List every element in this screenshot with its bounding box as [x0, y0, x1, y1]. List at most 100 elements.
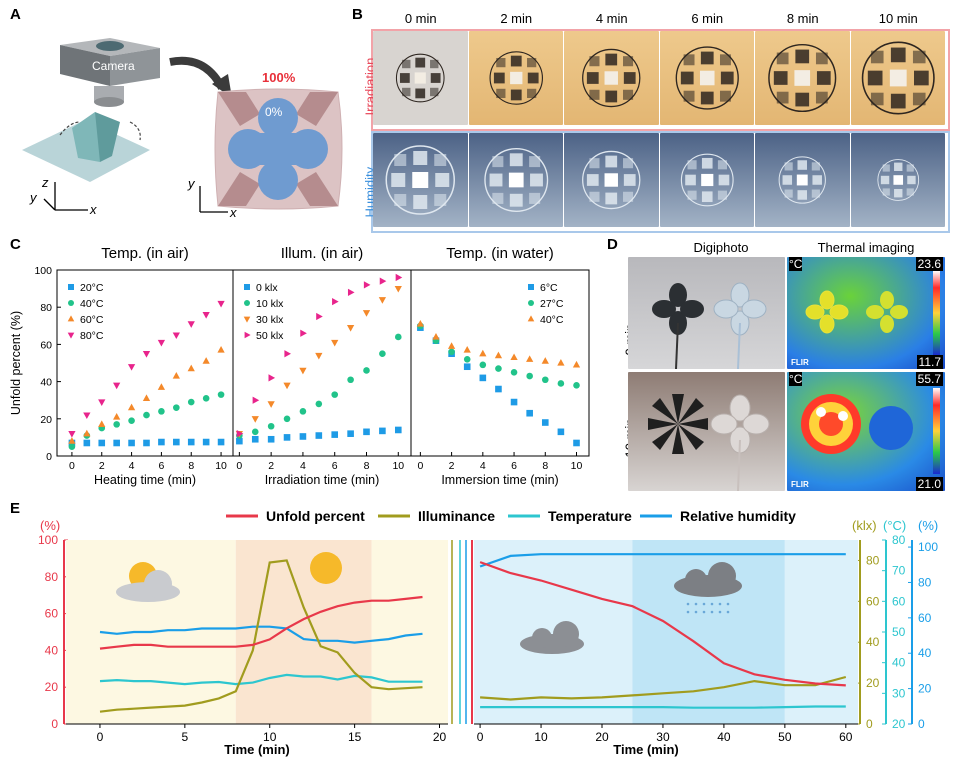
- time-header: 8 min: [786, 11, 819, 26]
- scatter-chart: Temp. (in water) 0 2 4 6 8 10 Immersion time (m…: [410, 245, 590, 487]
- data-point: [251, 435, 259, 443]
- series: [235, 285, 402, 438]
- rain-drop: [718, 610, 722, 614]
- x-axis-label: Time (min): [613, 742, 679, 757]
- humidity-photo: [755, 133, 850, 227]
- data-point: [332, 297, 339, 306]
- humidity-photo: [659, 133, 754, 227]
- data-point: [526, 409, 533, 417]
- time-header: 6 min: [691, 11, 724, 26]
- y-tick-label: 0: [46, 451, 52, 463]
- flir-logo-0: FLIR: [791, 358, 809, 367]
- data-point: [142, 351, 151, 358]
- rain-drop: [710, 610, 714, 614]
- x-tick-label: 0: [97, 730, 104, 744]
- y-tick-label: 80: [918, 575, 932, 589]
- data-point: [510, 353, 518, 361]
- data-point: [495, 365, 502, 372]
- legend-entry: Unfold percent: [266, 508, 365, 524]
- data-point: [573, 382, 580, 389]
- data-point: [347, 430, 354, 437]
- x-tick-label: 50: [778, 730, 792, 744]
- data-point: [98, 439, 106, 447]
- illuminance-line: [99, 559, 423, 713]
- data-point: [363, 367, 370, 374]
- data-point: [528, 284, 534, 290]
- legend-entry: 50 klx: [256, 330, 284, 342]
- heavy-rain-cloud-icon: [674, 562, 742, 597]
- legend-entry: 80°C: [80, 330, 104, 342]
- x-axis-label: Immersion time (min): [441, 473, 558, 487]
- y-tick-label: 40: [45, 643, 59, 657]
- rain-drop: [702, 610, 706, 614]
- data-point: [526, 372, 533, 380]
- data-point: [363, 428, 370, 436]
- data-point: [143, 411, 150, 419]
- thermal-header: Thermal imaging: [817, 240, 915, 255]
- y-tick-label: 30: [892, 686, 906, 700]
- x-tick-label: 10: [534, 730, 548, 744]
- camera-icon: [60, 38, 160, 107]
- x-tick-label: 20: [595, 730, 609, 744]
- x-axis-label: Irradiation time (min): [265, 473, 380, 487]
- sun-cloud-icon: [116, 562, 180, 602]
- data-point: [347, 376, 354, 384]
- data-point: [202, 438, 210, 446]
- data-point: [299, 433, 307, 440]
- rain-drop: [702, 602, 706, 606]
- data-point: [267, 422, 275, 430]
- data-point: [142, 394, 151, 401]
- y-tick-label: 40: [918, 646, 932, 660]
- thermal-0min: °C 23.6 11.7 FLIR: [787, 257, 945, 369]
- y-tick-label: 60: [45, 607, 59, 621]
- line-chart-panel: 0 5 10 15 20 Time (min): [66, 540, 448, 757]
- scatter-chart: Illum. (in air) 0 2 4 6 8 10 Irradiation time (…: [232, 245, 412, 487]
- rain-drop: [718, 602, 722, 606]
- illuminance-line: [480, 675, 847, 701]
- legend-entry: 20°C: [80, 282, 104, 294]
- thermal-10min: °C 55.7 21.0 FLIR: [787, 372, 945, 491]
- x-tick-label: 5: [182, 730, 189, 744]
- data-point: [557, 428, 565, 436]
- panel-c-charts: Temp. (in air)0 2 4 6 8 10020406080100Heating…: [9, 245, 590, 487]
- data-point: [187, 398, 195, 406]
- legend-entry: Temperature: [548, 508, 632, 524]
- x-tick-label: 15: [348, 730, 362, 744]
- x-tick-label: 10: [392, 460, 404, 472]
- data-point: [68, 437, 76, 444]
- digiphoto-10min: [628, 372, 785, 491]
- scatter-chart: Temp. (in air)0 2 4 6 8 10020406080100Heating…: [9, 245, 234, 487]
- x-tick-label: 8: [188, 460, 194, 472]
- chart-title: Illum. (in air): [281, 245, 364, 262]
- y-tick-label: 20: [40, 414, 52, 426]
- x-tick-label: 10: [215, 460, 227, 472]
- temperature-line: [99, 673, 423, 686]
- x-tick-label: 2: [268, 460, 274, 472]
- data-point: [158, 438, 165, 446]
- data-point: [187, 364, 195, 372]
- data-point: [378, 297, 387, 304]
- data-point: [331, 431, 339, 438]
- x-tick-label: 10: [571, 460, 583, 472]
- humidity-row-frame: [371, 131, 950, 233]
- x-tick-label: 0: [69, 460, 75, 472]
- data-point: [541, 357, 549, 364]
- x-tick-label: 6: [332, 460, 338, 472]
- data-point: [379, 427, 386, 435]
- data-point: [573, 439, 580, 447]
- data-point: [572, 360, 581, 368]
- series: [416, 319, 581, 368]
- x-tick-label: 2: [99, 460, 105, 472]
- panel-label-e: E: [10, 500, 21, 517]
- data-point: [158, 408, 165, 415]
- data-point: [244, 284, 250, 290]
- data-point: [528, 300, 534, 306]
- x-tick-label: 4: [129, 460, 135, 472]
- data-point: [448, 348, 455, 356]
- flir-logo-10: FLIR: [791, 480, 809, 489]
- data-point: [315, 352, 323, 360]
- data-point: [236, 437, 243, 445]
- data-point: [252, 396, 260, 404]
- data-point: [127, 364, 136, 371]
- data-point: [299, 367, 307, 375]
